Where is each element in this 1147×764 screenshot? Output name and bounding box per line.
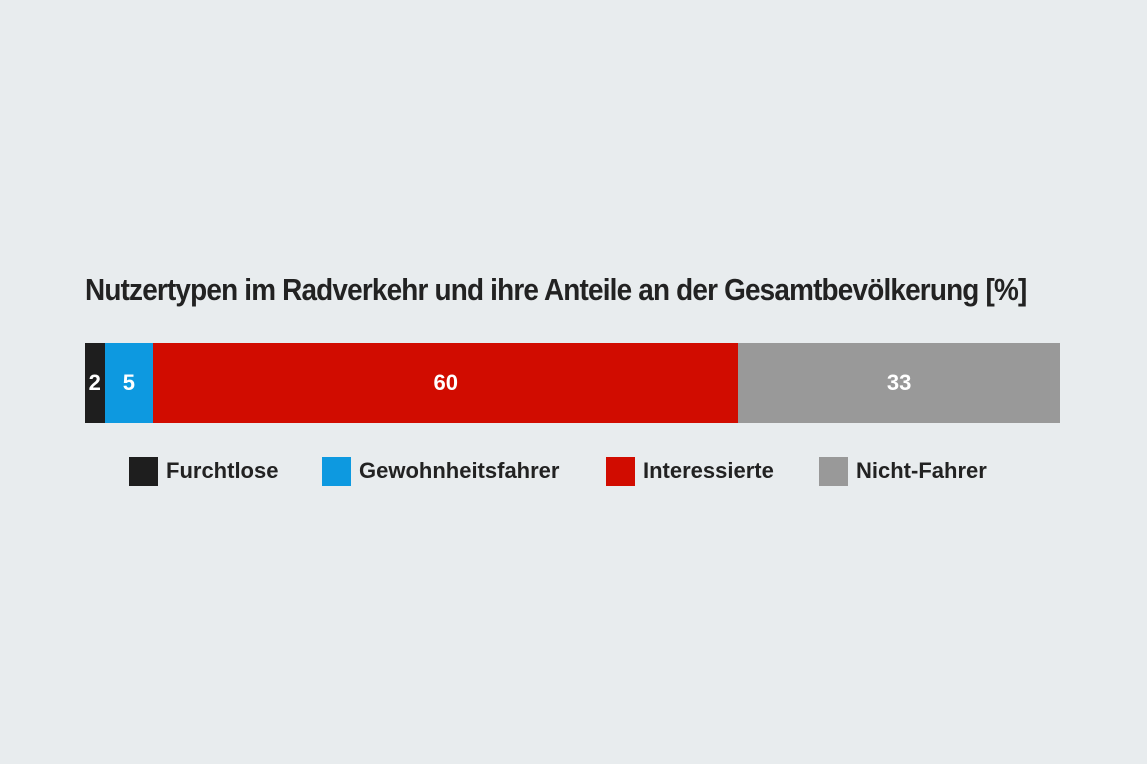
legend-item-furchtlose: Furchtlose xyxy=(129,456,278,486)
stacked-bar: 2 5 60 33 xyxy=(85,343,1060,423)
data-label-furchtlose: 2 xyxy=(88,370,101,395)
chart-title: Nutzertypen im Radverkehr und ihre Antei… xyxy=(85,272,1027,307)
bar-segment-interessierte: 60 xyxy=(153,343,739,423)
legend-item-nicht-fahrer: Nicht-Fahrer xyxy=(819,456,987,486)
legend-swatch-nicht-fahrer xyxy=(819,456,848,486)
legend-swatch-gewohnheitsfahrer xyxy=(322,456,351,486)
data-label-nicht-fahrer: 33 xyxy=(886,370,912,395)
legend-item-interessierte: Interessierte xyxy=(606,456,774,486)
data-label-interessierte: 60 xyxy=(433,370,458,395)
legend: Furchtlose Gewohnheitsfahrer Interessier… xyxy=(0,456,1147,486)
legend-label-furchtlose: Furchtlose xyxy=(166,458,279,483)
legend-label-interessierte: Interessierte xyxy=(643,458,774,483)
data-label-gewohnheitsfahrer: 5 xyxy=(122,370,135,395)
bar-segment-nicht-fahrer: 33 xyxy=(738,343,1060,423)
legend-label-nicht-fahrer: Nicht-Fahrer xyxy=(856,458,987,483)
bar-segment-gewohnheitsfahrer: 5 xyxy=(104,343,154,423)
bar-segment-furchtlose: 2 xyxy=(85,343,105,423)
legend-item-gewohnheitsfahrer: Gewohnheitsfahrer xyxy=(322,456,559,486)
legend-swatch-interessierte xyxy=(606,456,635,486)
legend-swatch-furchtlose xyxy=(129,456,158,486)
legend-label-gewohnheitsfahrer: Gewohnheitsfahrer xyxy=(359,458,560,483)
